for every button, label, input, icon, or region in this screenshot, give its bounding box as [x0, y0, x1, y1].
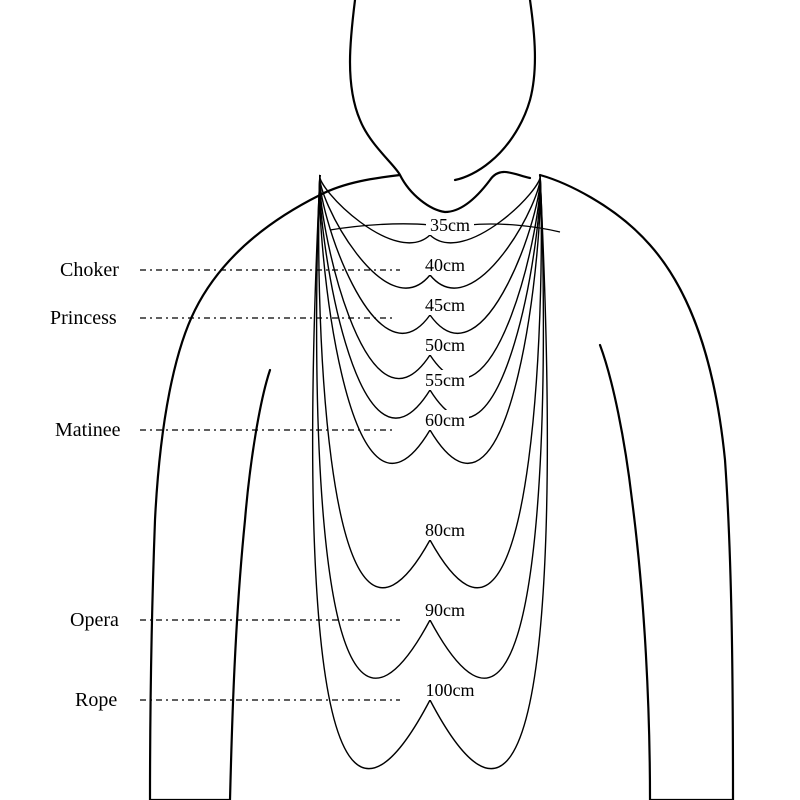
size-label-45: 45cm [425, 295, 465, 315]
necklace-length-diagram: 35cm 40cm 45cm 50cm 55cm 60cm 80cm 90cm 100cm Ch… [0, 0, 800, 800]
size-label-40: 40cm [425, 255, 465, 275]
category-label-opera: Opera [70, 609, 119, 631]
size-label-50: 50cm [425, 335, 465, 355]
size-label-35: 35cm [430, 215, 470, 235]
category-label-matinee: Matinee [55, 419, 121, 441]
size-label-100: 100cm [426, 680, 475, 700]
category-label-princess: Princess [50, 307, 117, 329]
collarbone-0 [330, 224, 430, 230]
collarbone-1 [468, 224, 560, 232]
size-label-80: 80cm [425, 520, 465, 540]
category-labels: Choker Princess Matinee Opera Rope [50, 259, 121, 711]
size-label-60: 60cm [425, 410, 465, 430]
category-label-rope: Rope [75, 689, 117, 711]
size-label-55: 55cm [425, 370, 465, 390]
size-label-90: 90cm [425, 600, 465, 620]
category-label-choker: Choker [60, 259, 119, 281]
category-leaders [140, 270, 400, 700]
